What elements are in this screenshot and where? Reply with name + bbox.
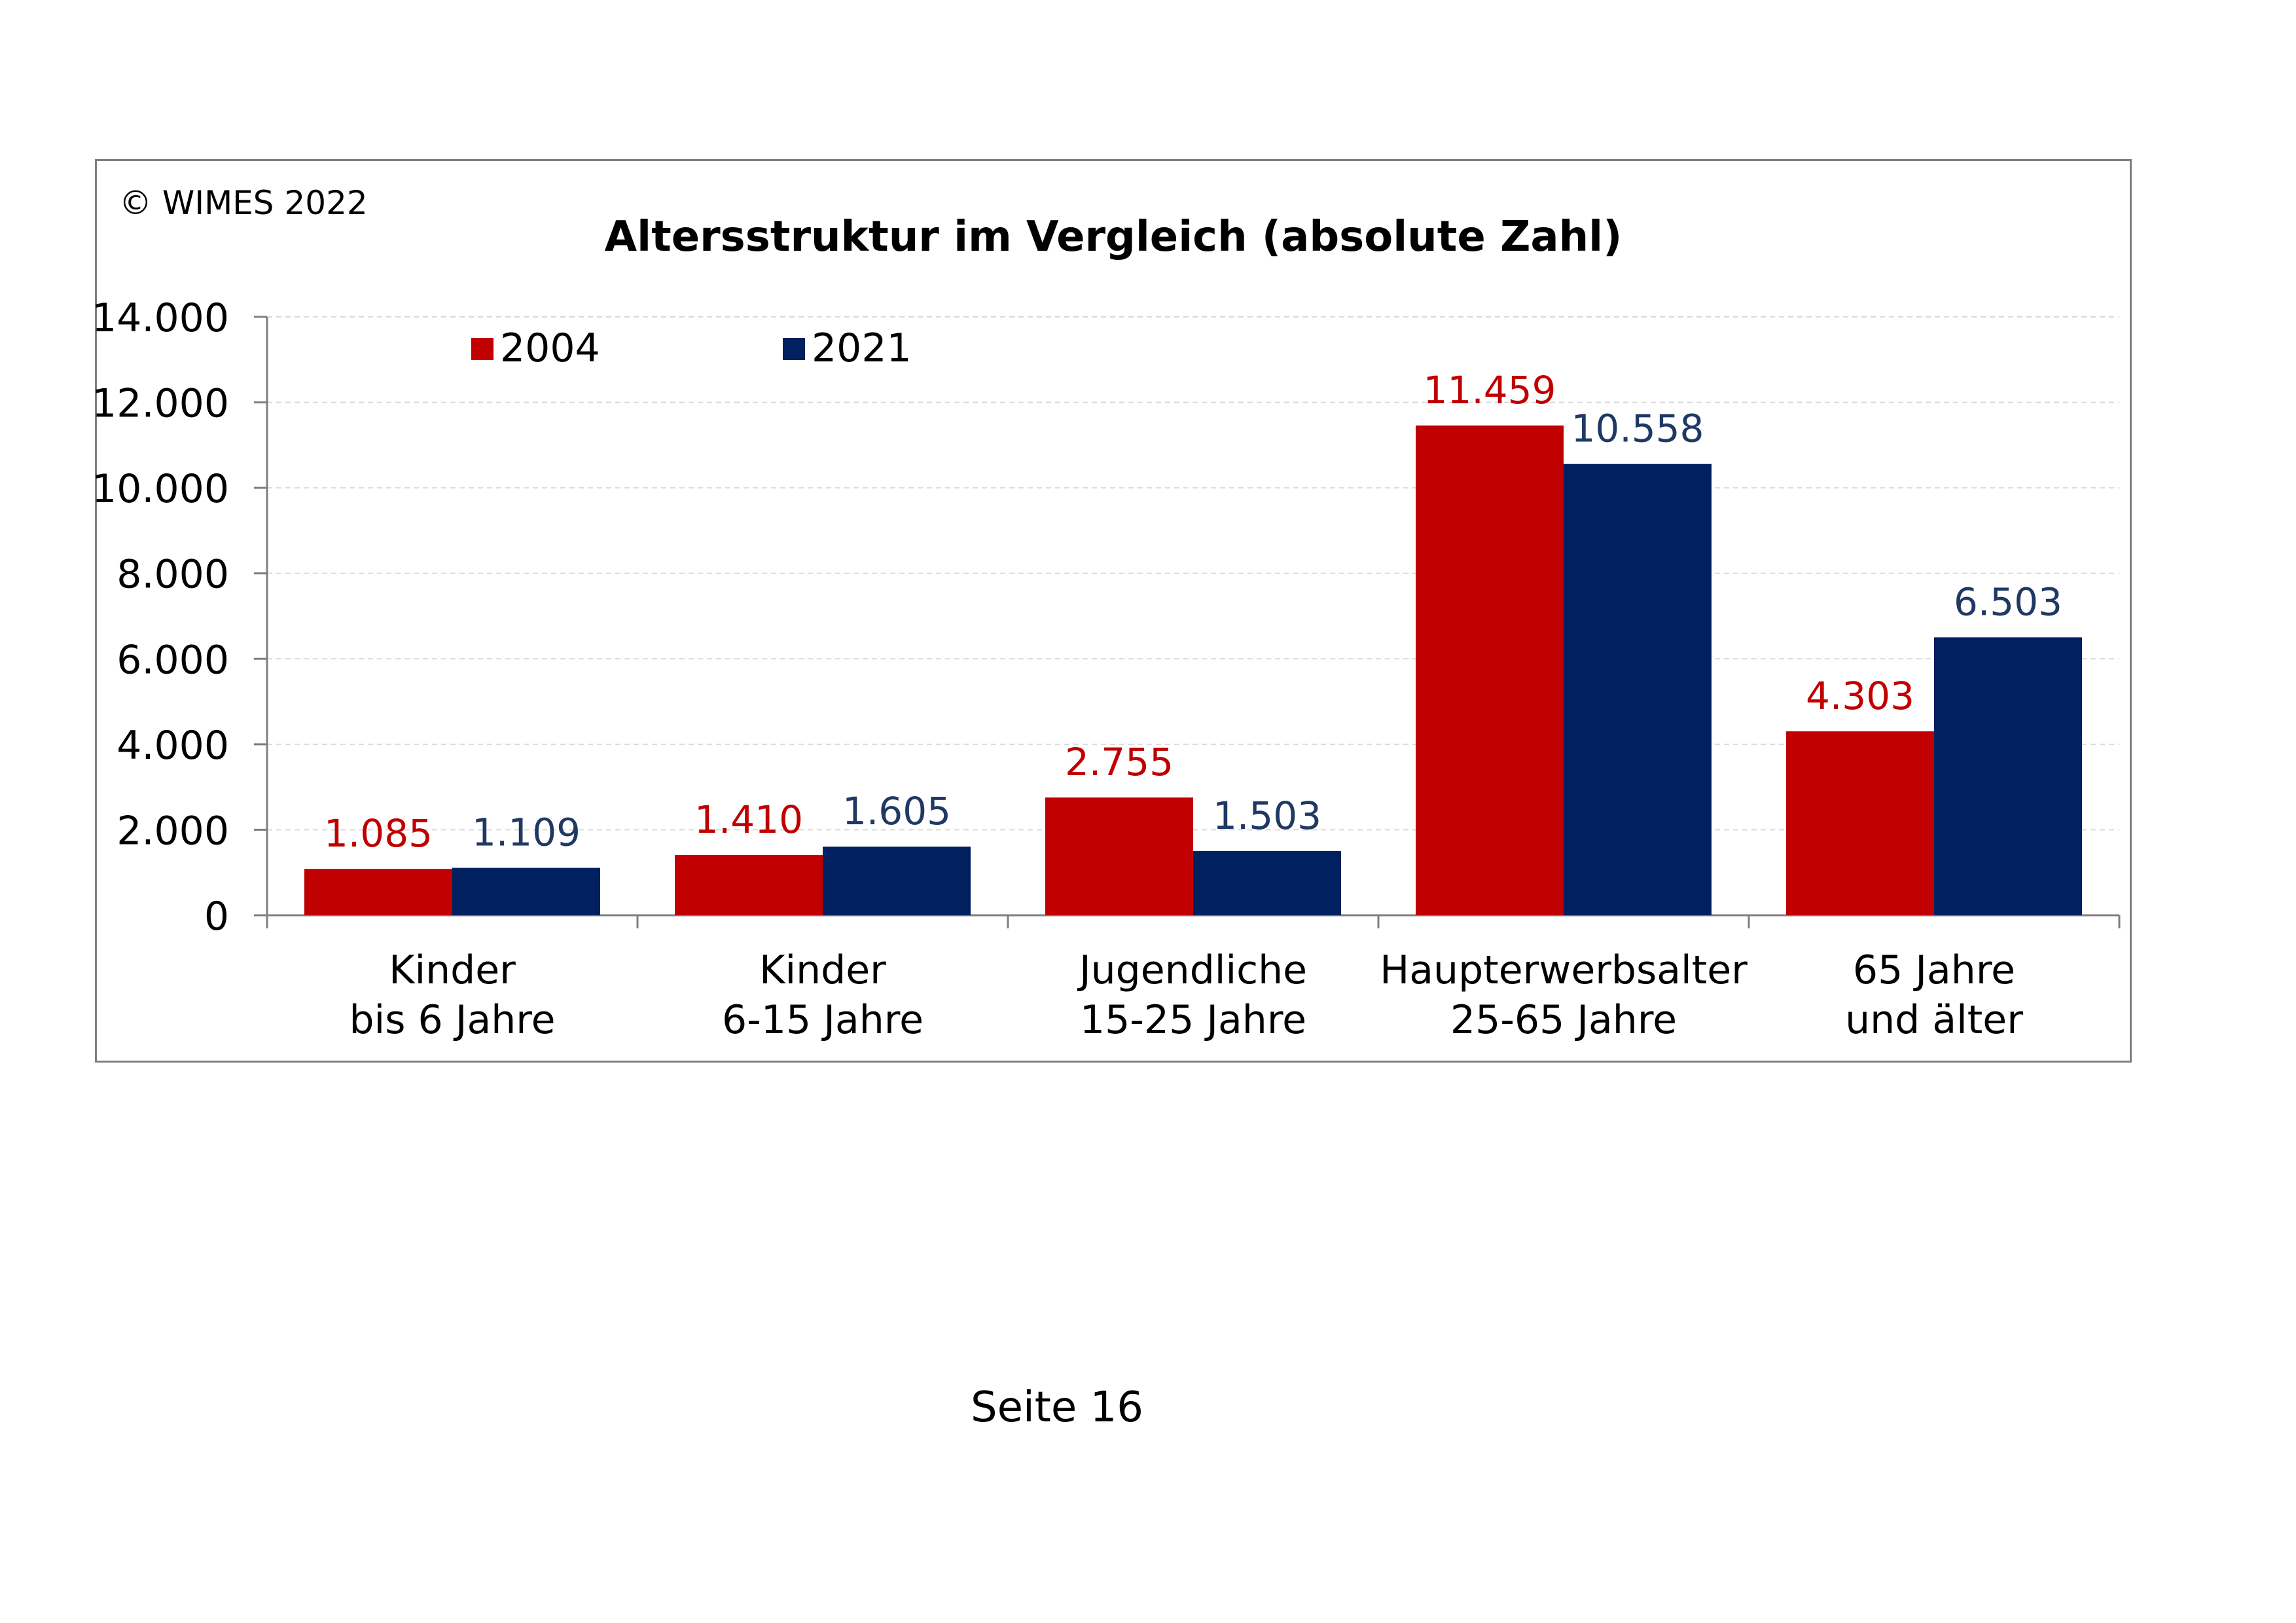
x-category-label: und älter xyxy=(1845,997,2023,1043)
bar-2021-1 xyxy=(823,847,971,915)
legend-label-2004: 2004 xyxy=(500,325,600,371)
bar-2021-4 xyxy=(1934,637,2082,915)
y-tick-label: 12.000 xyxy=(92,381,229,427)
x-category-label: 25-65 Jahre xyxy=(1450,997,1677,1043)
y-tick-label: 8.000 xyxy=(117,552,229,598)
bar-2004-1 xyxy=(675,854,823,915)
y-tick-label: 6.000 xyxy=(117,637,229,683)
data-label-2004: 1.085 xyxy=(324,811,433,856)
bar-2004-2 xyxy=(1045,797,1193,915)
x-category-label: 15-25 Jahre xyxy=(1080,997,1306,1043)
bar-2004-3 xyxy=(1416,425,1564,915)
data-label-2004: 11.459 xyxy=(1424,368,1556,412)
bar-2004-0 xyxy=(304,869,452,915)
legend-swatch-2021 xyxy=(783,338,805,360)
y-tick-label: 0 xyxy=(204,894,229,939)
data-label-2021: 1.605 xyxy=(842,789,951,833)
legend-swatch-2004 xyxy=(471,338,493,360)
bar-2021-2 xyxy=(1193,850,1341,915)
x-category-label: Jugendliche xyxy=(1077,947,1307,993)
data-label-2021: 6.503 xyxy=(1954,579,2062,624)
legend-label-2021: 2021 xyxy=(812,325,912,371)
chart-title: Altersstruktur im Vergleich (absolute Za… xyxy=(604,213,1623,261)
x-category-label: Haupterwerbsalter xyxy=(1380,947,1748,993)
bar-2004-4 xyxy=(1786,731,1934,915)
x-category-label: 65 Jahre xyxy=(1853,947,2015,993)
bar-2021-0 xyxy=(452,867,600,915)
x-category-label: bis 6 Jahre xyxy=(349,997,555,1043)
x-category-label: Kinder xyxy=(759,947,886,993)
copyright-notice: © WIMES 2022 xyxy=(119,184,368,222)
page-number: Seite 16 xyxy=(970,1383,1144,1432)
data-label-2021: 10.558 xyxy=(1571,407,1704,451)
data-label-2021: 1.503 xyxy=(1213,793,1321,838)
y-tick-label: 14.000 xyxy=(92,295,229,341)
data-label-2004: 2.755 xyxy=(1065,740,1174,784)
y-tick-label: 4.000 xyxy=(117,723,229,769)
bar-2021-3 xyxy=(1564,464,1712,915)
data-label-2021: 1.109 xyxy=(472,811,581,855)
y-tick-label: 2.000 xyxy=(117,808,229,854)
data-label-2004: 1.410 xyxy=(694,797,803,842)
y-tick-label: 10.000 xyxy=(92,466,229,512)
x-category-label: 6-15 Jahre xyxy=(722,997,924,1043)
x-category-label: Kinder xyxy=(389,947,516,993)
data-label-2004: 4.303 xyxy=(1806,674,1914,718)
